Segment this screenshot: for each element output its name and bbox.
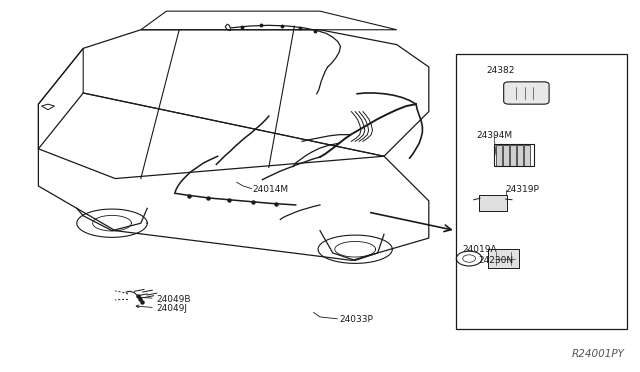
Text: 24394M: 24394M [477, 131, 513, 140]
Bar [503, 145, 509, 166]
Bar [488, 249, 519, 268]
Bar [496, 145, 502, 166]
Bar [510, 145, 516, 166]
Text: 24049B: 24049B [157, 295, 191, 304]
Bar [517, 145, 523, 166]
Text: 24382: 24382 [486, 66, 515, 75]
Text: 24019A: 24019A [462, 245, 497, 254]
Text: 24230N: 24230N [479, 256, 514, 265]
Text: 24049J: 24049J [157, 304, 188, 313]
Bar [456, 54, 627, 329]
Text: 24033P: 24033P [339, 315, 373, 324]
Text: 24014M: 24014M [253, 185, 289, 194]
Bar [494, 144, 534, 166]
FancyBboxPatch shape [479, 195, 507, 211]
Bar [524, 145, 530, 166]
FancyBboxPatch shape [504, 82, 549, 104]
Text: R24001PY: R24001PY [572, 349, 625, 359]
Text: 24319P: 24319P [506, 185, 540, 194]
